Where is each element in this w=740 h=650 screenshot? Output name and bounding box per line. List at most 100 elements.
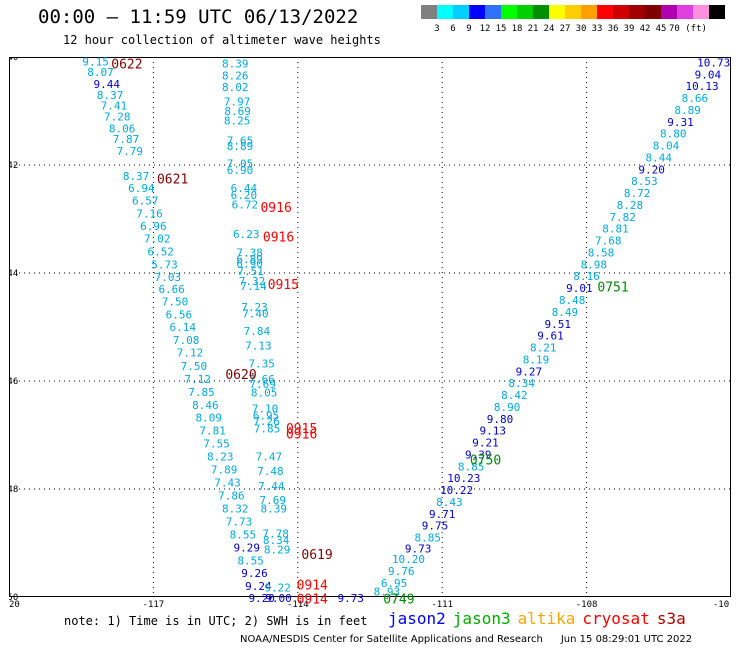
wave-height-value: 7.69 — [260, 494, 287, 507]
wave-height-value: 8.16 — [573, 270, 600, 283]
wave-height-value: 6.94 — [128, 182, 155, 195]
x-tick-label: -114 — [287, 600, 309, 607]
wave-height-value: 7.14 — [240, 280, 267, 293]
wave-height-value: 8.07 — [87, 66, 114, 79]
legend-label: 15 — [495, 24, 507, 34]
wave-height-value: 8.55 — [230, 528, 257, 541]
wave-height-value: 8.25 — [224, 115, 251, 128]
legend-swatch — [501, 5, 517, 19]
wave-height-value: 8.55 — [237, 554, 264, 567]
legend-swatch — [661, 5, 677, 19]
wave-height-value: 8.37 — [97, 89, 124, 102]
wave-height-value: 9.31 — [667, 116, 694, 129]
satellite-name: jason3 — [452, 609, 511, 628]
y-tick-label: -50 — [9, 593, 18, 603]
wave-height-value: 9.71 — [429, 508, 456, 521]
legend-swatch — [549, 5, 565, 19]
wave-height-value: 9.20 — [638, 163, 665, 176]
wave-height-value: 9.20 — [248, 592, 275, 605]
y-tick-label: -40 — [9, 57, 18, 63]
wave-height-value: 7.84 — [244, 325, 271, 338]
y-tick-label: -42 — [9, 161, 18, 171]
wave-height-value: 7.89 — [211, 464, 238, 477]
wave-height-value: 9.27 — [516, 365, 543, 378]
pass-time-label: 0916 — [260, 201, 291, 216]
wave-height-value: 8.34 — [508, 377, 535, 390]
wave-height-value: 6.95 — [381, 577, 408, 590]
legend-label: 18 — [511, 24, 523, 34]
y-tick-label: -46 — [9, 377, 18, 387]
wave-height-value: 8.85 — [458, 460, 485, 473]
wave-height-value: 7.35 — [248, 358, 275, 371]
legend-swatch — [485, 5, 501, 19]
wave-height-value: 10.22 — [440, 484, 473, 497]
pass-time-label: 0916 — [263, 230, 294, 245]
wave-height-value: 7.86 — [218, 489, 245, 502]
wave-height-value: 9.73 — [337, 592, 364, 605]
pass-time-label: 0620 — [225, 368, 256, 383]
credit-text: NOAA/NESDIS Center for Satellite Applica… — [240, 634, 543, 645]
wave-height-value: 8.93 — [374, 586, 401, 599]
wave-height-value: 9.22 — [264, 581, 291, 594]
wave-height-value: 7.16 — [136, 208, 163, 221]
wave-height-value: 7.65 — [227, 135, 254, 148]
wave-height-value: 8.28 — [617, 199, 644, 212]
x-tick-label: -117 — [143, 600, 165, 607]
wave-height-value: 8.48 — [559, 294, 586, 307]
wave-height-value: 7.44 — [258, 480, 285, 493]
legend-swatch — [437, 5, 453, 19]
wave-height-value: 8.89 — [674, 104, 701, 117]
pass-time-label: 0915 — [286, 422, 317, 437]
wave-height-value: 8.06 — [109, 122, 136, 135]
satellite-legend: jason2 jason3 altika cryosat s3a — [388, 609, 693, 628]
wave-height-value: 7.85 — [254, 423, 281, 436]
wave-height-value: 7.73 — [226, 515, 253, 528]
y-tick-label: -48 — [9, 485, 18, 495]
wave-height-value: 8.85 — [415, 532, 442, 545]
wave-height-value: 9.39 — [465, 448, 492, 461]
wave-height-value: 9.00 — [265, 592, 292, 605]
wave-height-value: 6.23 — [233, 228, 260, 241]
wave-height-value: 9.29 — [234, 541, 261, 554]
wave-height-value: 6.66 — [158, 283, 185, 296]
x-tick-label: -120 — [9, 600, 20, 607]
wave-height-value: 9.9 — [710, 57, 730, 58]
wave-height-value: 8.05 — [251, 386, 278, 399]
chart-title: 00:00 – 11:59 UTC 06/13/2022 — [38, 6, 359, 28]
wave-height-value: 8.29 — [264, 543, 291, 556]
wave-height-value: 9.44 — [93, 78, 120, 91]
wave-height-value: 7.97 — [224, 95, 251, 108]
legend-label: 42 — [639, 24, 651, 34]
legend-swatch — [613, 5, 629, 19]
legend-swatch — [629, 5, 645, 19]
wave-height-value: 8.43 — [436, 496, 463, 509]
wave-height-value: 8.80 — [660, 128, 687, 141]
wave-height-value: 7.08 — [173, 334, 200, 347]
wave-height-value: 8.72 — [624, 187, 651, 200]
wave-height-value: 9.24 — [245, 580, 272, 593]
wave-height-value: 9.73 — [405, 542, 432, 555]
wave-height-value: 7.50 — [181, 360, 208, 373]
wave-height-value: 8.81 — [602, 223, 629, 236]
legend-swatch — [597, 5, 613, 19]
legend-label: 30 — [575, 24, 587, 34]
wave-height-value: 9.26 — [241, 567, 268, 580]
wave-height-value: 8.90 — [494, 401, 521, 414]
pass-time-label: 0619 — [301, 548, 332, 563]
legend-swatch — [533, 5, 549, 19]
legend-swatch — [693, 5, 709, 19]
wave-height-value: 9.61 — [537, 330, 564, 343]
x-tick-label: -10 — [713, 600, 729, 607]
pass-time-label: 0750 — [470, 453, 501, 468]
pass-time-label: 0622 — [111, 57, 142, 72]
wave-height-value: 9.51 — [544, 318, 571, 331]
wave-height-value: 6.14 — [170, 321, 197, 334]
legend-label: 3 — [434, 24, 440, 34]
legend-label: 45 — [655, 24, 667, 34]
wave-height-value: 8.46 — [192, 399, 219, 412]
satellite-name: altika — [517, 609, 576, 628]
wave-height-value: 8.53 — [631, 175, 658, 188]
x-tick-label: -108 — [576, 600, 598, 607]
wave-height-value: 6.90 — [227, 164, 254, 177]
wave-height-value: 8.44 — [646, 151, 673, 164]
